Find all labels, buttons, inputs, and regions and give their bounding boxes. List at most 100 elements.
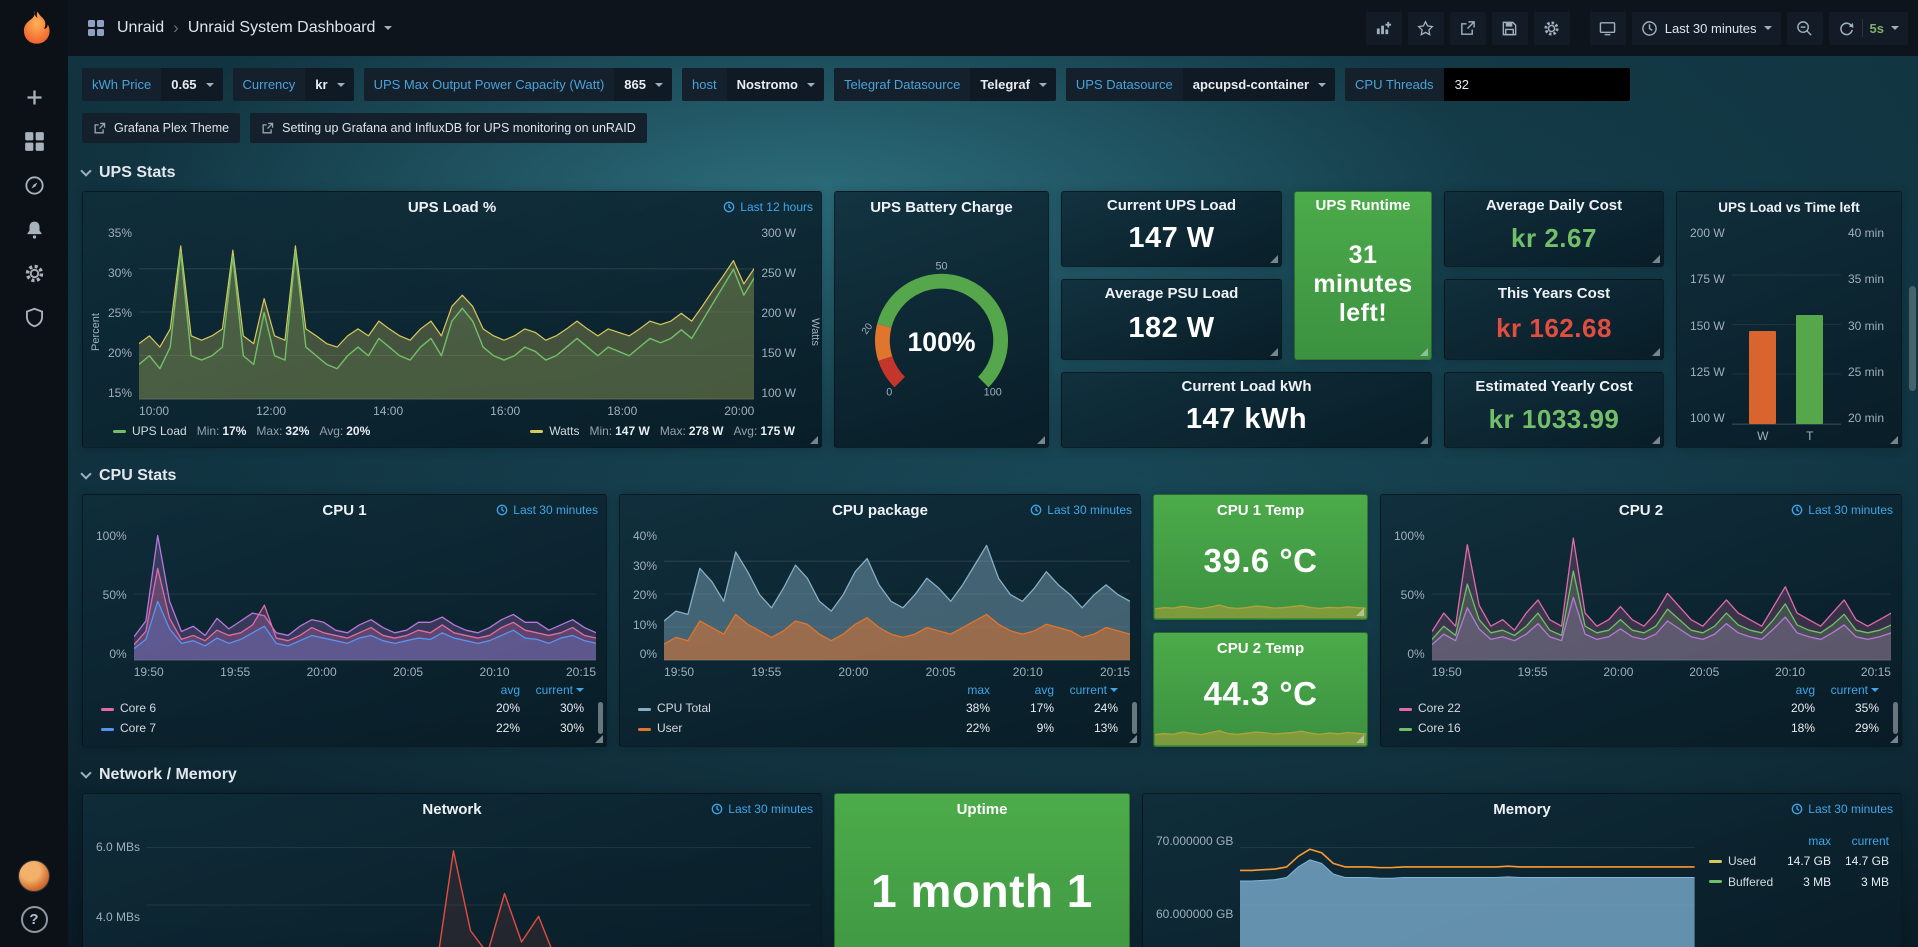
panel-resize-handle[interactable] — [1037, 436, 1045, 444]
breadcrumb-dashboard-title[interactable]: Unraid System Dashboard — [188, 19, 376, 37]
legend-scrollbar[interactable] — [1132, 702, 1137, 734]
link-grafana-plex-theme[interactable]: Grafana Plex Theme — [82, 113, 240, 143]
variable-host[interactable]: host Nostromo — [682, 68, 824, 101]
panel-title[interactable]: CPU 2 Temp — [1154, 633, 1367, 663]
network-chart[interactable] — [147, 828, 811, 947]
panel-resize-handle[interactable] — [1270, 255, 1278, 263]
panel-title[interactable]: CPU 1 Temp — [1154, 495, 1367, 525]
cpu2-chart[interactable] — [1432, 529, 1891, 661]
y-axis-title-watts: Watts — [809, 318, 821, 346]
y-axis: 40%30%20%10%0% — [626, 529, 664, 661]
create-icon[interactable] — [11, 75, 57, 119]
link-label: Grafana Plex Theme — [114, 121, 229, 135]
alerting-bell-icon[interactable] — [11, 207, 57, 251]
panel-title[interactable]: Average PSU Load — [1062, 280, 1281, 306]
panel-resize-handle[interactable] — [1129, 735, 1137, 743]
dashboard-settings-button[interactable] — [1534, 12, 1570, 45]
legend-header-avg[interactable]: avg — [1751, 681, 1815, 699]
grafana-logo-icon[interactable] — [12, 7, 56, 51]
panel-resize-handle[interactable] — [1356, 608, 1364, 616]
refresh-picker[interactable]: 5s — [1829, 12, 1908, 45]
star-dashboard-button[interactable] — [1408, 12, 1444, 45]
legend-header-avg[interactable]: avg — [990, 681, 1054, 699]
panel-title-battery[interactable]: UPS Battery Charge — [835, 192, 1048, 222]
user-avatar[interactable] — [18, 860, 50, 892]
panel-resize-handle[interactable] — [1652, 436, 1660, 444]
variable-ups-datasource[interactable]: UPS Datasource apcupsd-container — [1066, 68, 1335, 101]
panel-title[interactable]: Current Load kWh — [1062, 373, 1431, 399]
legend-series-name[interactable]: User — [638, 719, 926, 739]
dashboard-switcher-caret-icon[interactable] — [384, 26, 392, 30]
section-header-network-memory[interactable]: Network / Memory — [82, 759, 1902, 793]
panel-title[interactable]: Average Daily Cost — [1445, 192, 1663, 218]
legend-series-name[interactable]: Core 6 — [101, 699, 456, 719]
panel-title[interactable]: Memory Last 30 minutes — [1143, 794, 1901, 824]
variable-currency[interactable]: Currency kr — [233, 68, 354, 101]
zoom-out-time-button[interactable] — [1787, 12, 1823, 45]
section-header-ups-stats[interactable]: UPS Stats — [82, 157, 1902, 191]
cpu1-chart[interactable] — [134, 529, 596, 661]
panel-title[interactable]: CPU 1 Last 30 minutes — [83, 495, 606, 525]
panel-title-ups-load[interactable]: UPS Load % Last 12 hours — [83, 192, 821, 222]
panel-resize-handle[interactable] — [1420, 348, 1428, 356]
help-icon[interactable]: ? — [21, 906, 48, 933]
server-admin-shield-icon[interactable] — [11, 295, 57, 339]
legend-series-name[interactable]: Used — [1709, 851, 1773, 871]
panel-resize-handle[interactable] — [1652, 255, 1660, 263]
panel-resize-handle[interactable] — [1890, 436, 1898, 444]
panel-title[interactable]: UPS Load vs Time left — [1677, 192, 1901, 222]
panel-resize-handle[interactable] — [595, 735, 603, 743]
panel-title[interactable]: Network Last 30 minutes — [83, 794, 821, 824]
panel-title[interactable]: Estimated Yearly Cost — [1445, 373, 1663, 399]
tv-mode-button[interactable] — [1590, 12, 1626, 45]
legend-scrollbar[interactable] — [1893, 702, 1898, 734]
panel-title[interactable]: Uptime — [835, 794, 1129, 824]
panel-resize-handle[interactable] — [1420, 436, 1428, 444]
legend-header-current[interactable]: current — [1831, 832, 1889, 851]
legend-header-avg[interactable]: avg — [456, 681, 520, 699]
variable-ups-max-output[interactable]: UPS Max Output Power Capacity (Watt) 865 — [364, 68, 672, 101]
legend-header-max[interactable]: max — [1773, 832, 1831, 851]
legend-header-current[interactable]: current — [1054, 681, 1118, 699]
legend-series-name[interactable]: CPU Total — [638, 699, 926, 719]
dashboards-icon[interactable] — [11, 119, 57, 163]
section-header-cpu-stats[interactable]: CPU Stats — [82, 460, 1902, 494]
add-panel-button[interactable] — [1366, 12, 1402, 45]
legend-scrollbar[interactable] — [598, 702, 603, 734]
dashboard-scrollbar[interactable] — [1909, 286, 1916, 391]
configuration-gear-icon[interactable] — [11, 251, 57, 295]
legend-series-name[interactable]: UPS Load — [132, 424, 187, 438]
cpu-package-chart[interactable] — [664, 529, 1130, 661]
breadcrumb-app[interactable]: Unraid — [117, 19, 164, 37]
variable-telegraf-datasource[interactable]: Telegraf Datasource Telegraf — [834, 68, 1056, 101]
share-dashboard-button[interactable] — [1450, 12, 1486, 45]
save-dashboard-button[interactable] — [1492, 12, 1528, 45]
panel-resize-handle[interactable] — [1356, 735, 1364, 743]
panel-resize-handle[interactable] — [810, 436, 818, 444]
panel-title[interactable]: CPU package Last 30 minutes — [620, 495, 1140, 525]
legend-header-current[interactable]: current — [520, 681, 584, 699]
legend-series-name[interactable]: Buffered — [1709, 872, 1773, 892]
ups-load-chart[interactable] — [139, 226, 754, 400]
panel-time-badge: Last 30 minutes — [711, 802, 813, 816]
panel-resize-handle[interactable] — [1890, 735, 1898, 743]
memory-chart[interactable] — [1240, 828, 1695, 947]
explore-icon[interactable] — [11, 163, 57, 207]
panel-title[interactable]: CPU 2 Last 30 minutes — [1381, 495, 1901, 525]
link-ups-monitoring-guide[interactable]: Setting up Grafana and InfluxDB for UPS … — [250, 113, 647, 143]
panel-resize-handle[interactable] — [1270, 348, 1278, 356]
variable-kwh-price[interactable]: kWh Price 0.65 — [82, 68, 223, 101]
panel-title[interactable]: Current UPS Load — [1062, 192, 1281, 218]
legend-series-name[interactable]: Core 22 — [1399, 699, 1751, 719]
panel-title[interactable]: This Years Cost — [1445, 280, 1663, 306]
legend-header-current[interactable]: current — [1815, 681, 1879, 699]
legend-series-name[interactable]: Core 16 — [1399, 719, 1751, 739]
legend-series-name[interactable]: Core 7 — [101, 719, 456, 739]
panel-title[interactable]: UPS Runtime — [1295, 192, 1431, 218]
panel-resize-handle[interactable] — [1652, 348, 1660, 356]
legend-series-name[interactable]: Watts — [549, 424, 579, 438]
apps-grid-icon[interactable] — [84, 16, 108, 40]
legend-header-max[interactable]: max — [926, 681, 990, 699]
cpu-threads-input[interactable]: 32 — [1444, 68, 1630, 101]
time-range-picker[interactable]: Last 30 minutes — [1632, 12, 1781, 45]
